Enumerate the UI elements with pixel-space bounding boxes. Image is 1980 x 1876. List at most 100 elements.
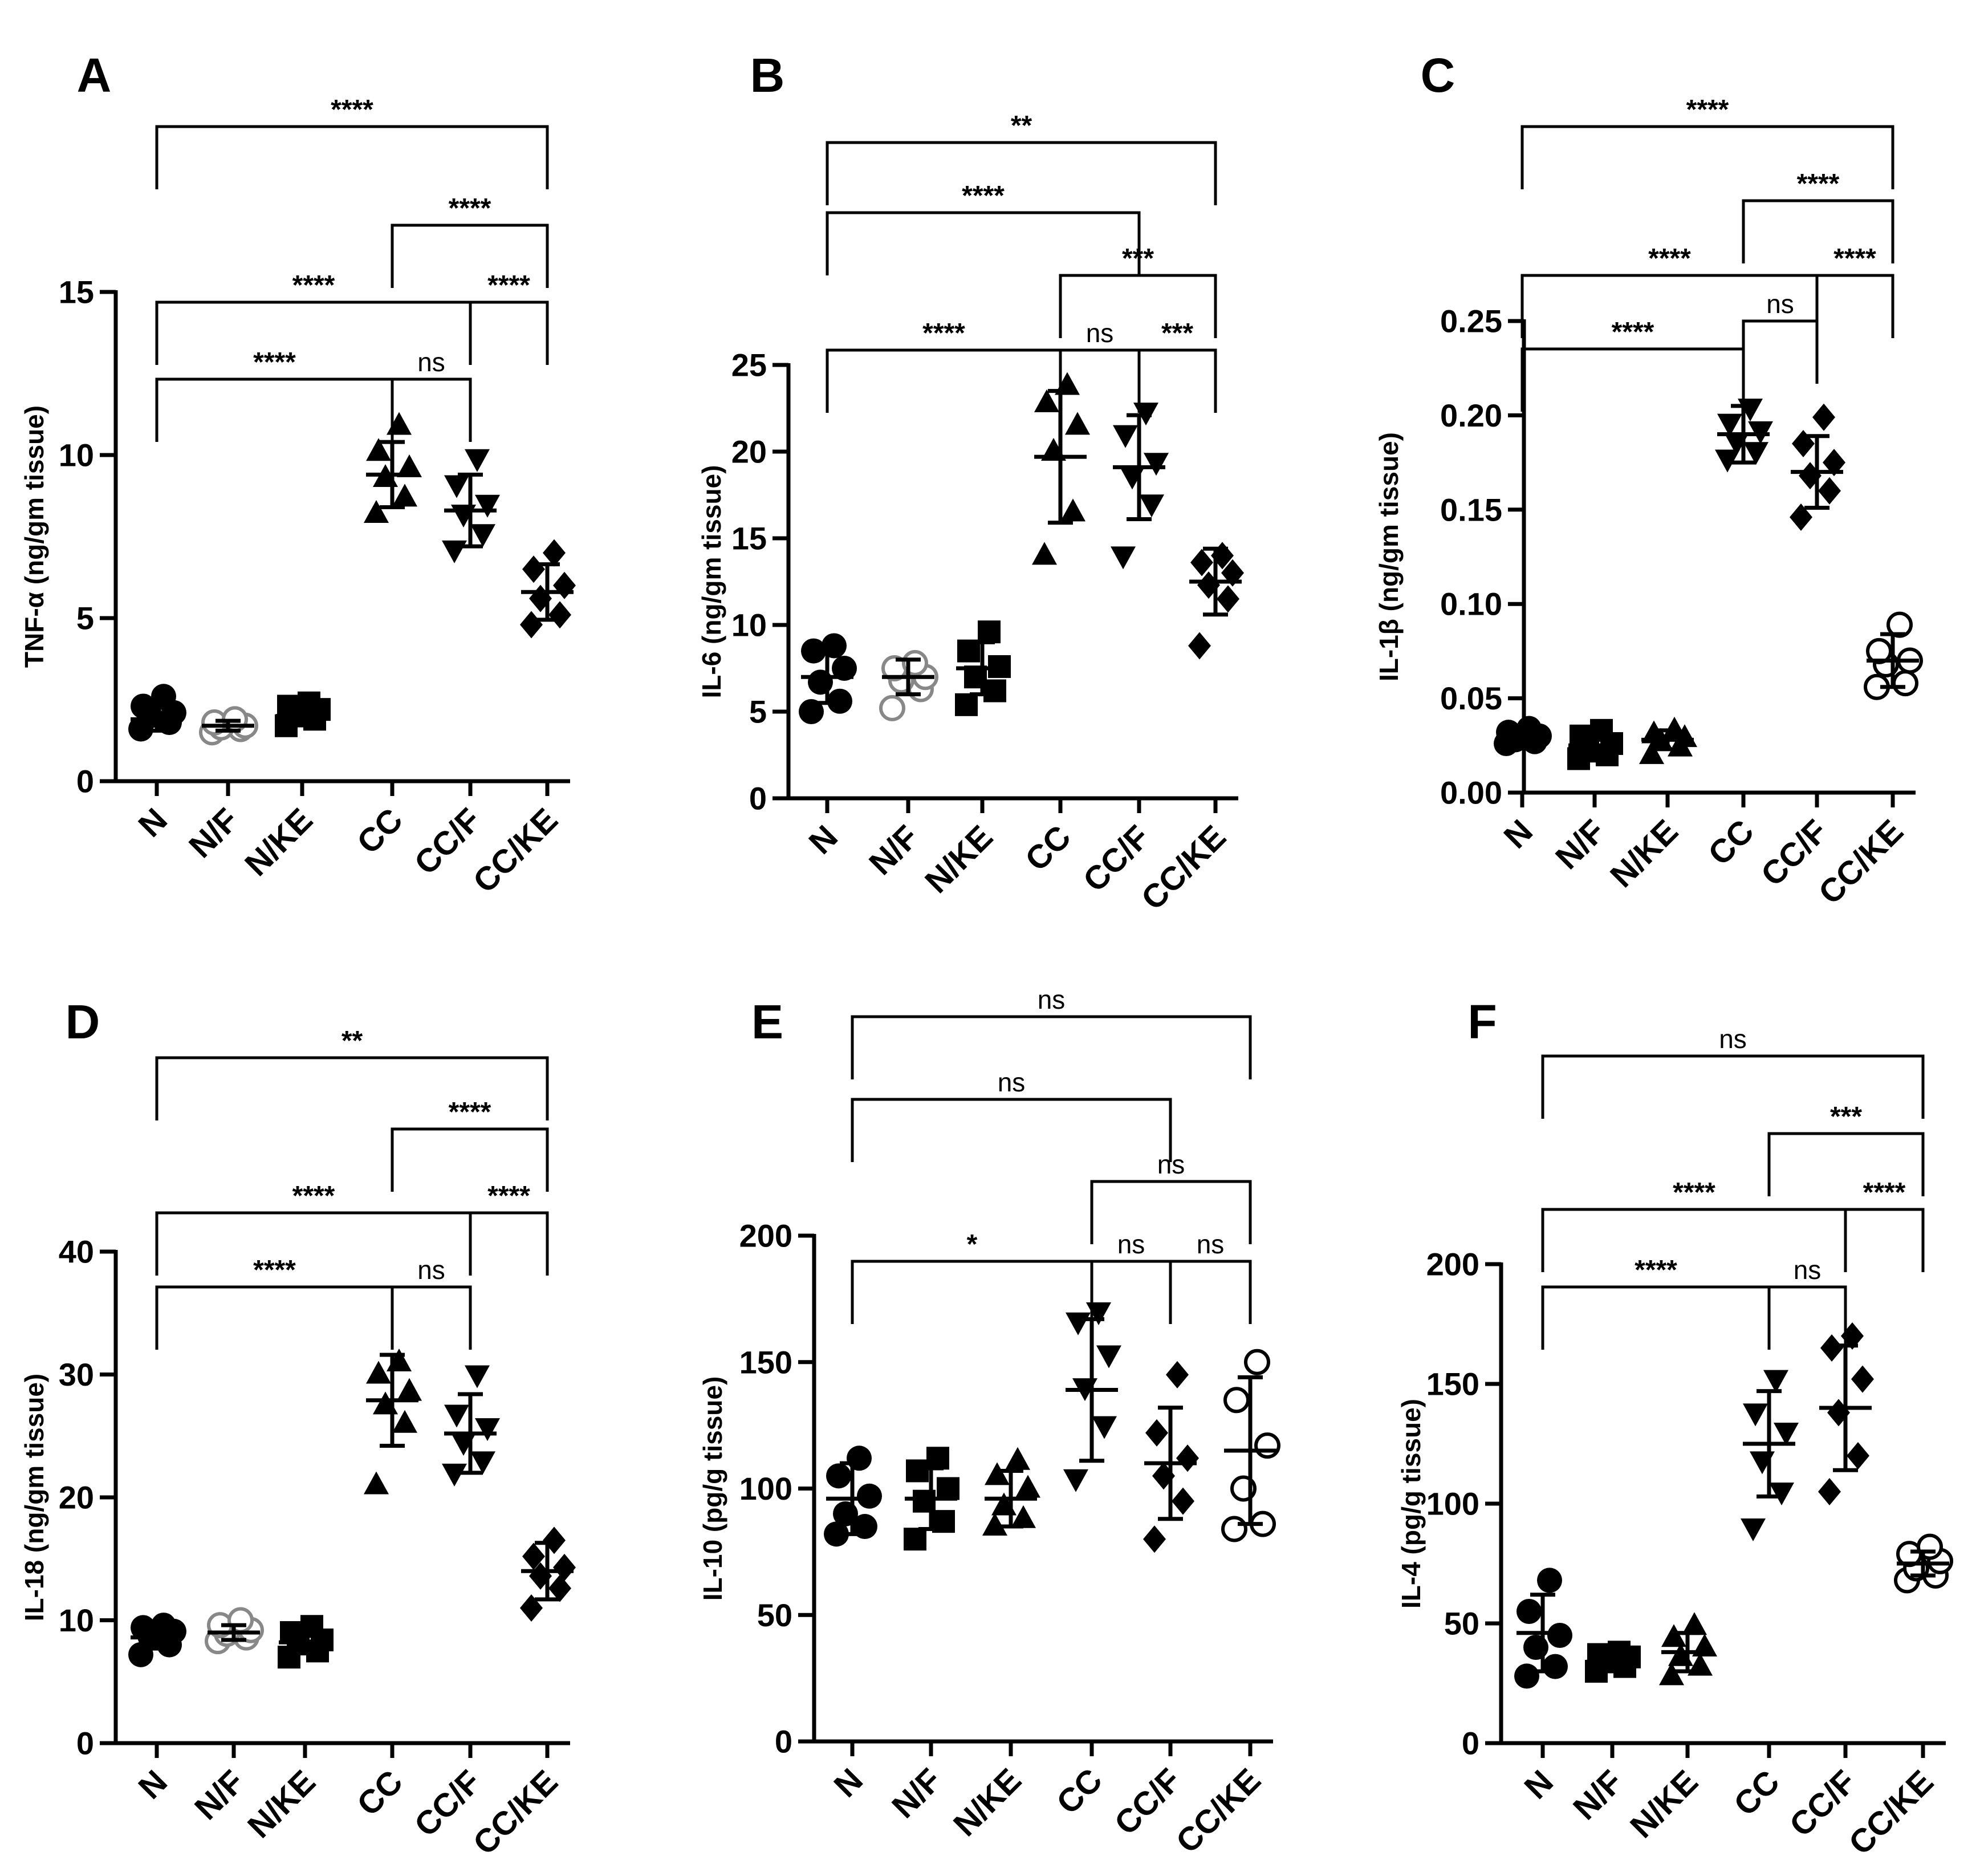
panel-label: D <box>66 995 100 1049</box>
significance-bracket: **** <box>391 1097 549 1192</box>
bracket-line <box>1520 125 1894 189</box>
data-point <box>1096 1345 1121 1369</box>
data-point <box>131 1615 156 1641</box>
data-point <box>1774 1423 1799 1445</box>
data-point <box>444 1404 469 1428</box>
group-n-f <box>1567 718 1623 770</box>
data-point <box>1820 1334 1843 1362</box>
data-point <box>1661 1624 1686 1647</box>
significance-bracket: **** <box>1520 95 1894 189</box>
data-point <box>397 1378 422 1401</box>
data-point <box>955 693 978 716</box>
data-point <box>1537 1568 1562 1593</box>
x-tick-label: N/KE <box>238 801 320 883</box>
data-point <box>978 620 1001 644</box>
y-tick-label: 10 <box>731 607 767 643</box>
panel-f: F 0 50 100 150 200 IL-4 (pg/g tissue) N N/FN/KE C… <box>1396 995 1953 1862</box>
significance-label: **** <box>449 193 491 224</box>
data-point <box>1812 403 1835 431</box>
panel-a: A 0 5 10 15 TNF-α (ng/gm tissue) N N/FN/KE CC CC/… <box>19 48 576 900</box>
data-point <box>1659 1662 1684 1686</box>
significance-label: **** <box>487 1181 530 1211</box>
significance-bracket: **** <box>1815 243 1894 338</box>
significance-label: **** <box>1863 1177 1906 1208</box>
group-cc-f <box>1111 403 1169 570</box>
significance-bracket: ns <box>1090 1150 1252 1244</box>
group-cc-f <box>442 449 500 563</box>
data-point <box>1741 1518 1766 1541</box>
bracket-line <box>851 1015 1252 1079</box>
data-point <box>826 1463 851 1489</box>
data-point <box>548 601 571 629</box>
y-tick-label: 200 <box>739 1218 792 1254</box>
y-tick-label: 25 <box>731 347 767 383</box>
x-tick-label: N/F <box>182 801 246 865</box>
data-point <box>1032 542 1057 565</box>
data-point <box>387 412 412 435</box>
data-point <box>1005 1447 1030 1470</box>
significance-label: **** <box>331 95 373 125</box>
x-tick-label: CC <box>1727 1763 1787 1823</box>
y-tick-label: 0 <box>775 1724 792 1760</box>
bracket-line <box>1137 348 1217 413</box>
significance-label: ns <box>417 1255 445 1285</box>
panel-label: C <box>1421 48 1455 102</box>
significance-bracket: **** <box>469 1181 549 1276</box>
bracket-line <box>469 301 549 365</box>
data-point <box>1818 477 1841 505</box>
significance-label: ns <box>1117 1229 1145 1259</box>
data-point <box>1892 670 1918 697</box>
x-tick-label: N <box>802 818 845 862</box>
x-tick-label: N/KE <box>241 1763 323 1845</box>
group-n <box>824 1445 882 1547</box>
y-tick-label: 0.05 <box>1440 680 1502 716</box>
data-point <box>522 555 545 583</box>
group-cc-ke <box>520 1526 576 1622</box>
significance-label: ns <box>1038 985 1066 1014</box>
group-n-ke <box>955 620 1011 716</box>
data-point <box>926 1447 949 1470</box>
group-cc-ke <box>520 539 576 639</box>
y-axis-label: IL-6 (ng/gm tissue) <box>697 465 726 699</box>
bracket-line <box>1541 1285 1771 1350</box>
y-axis-label: IL-4 (pg/g tissue) <box>1396 1399 1426 1609</box>
data-point <box>442 540 467 563</box>
data-point <box>392 1410 417 1433</box>
data-point <box>470 524 495 547</box>
x-tick-label: N/KE <box>1623 1763 1705 1845</box>
bracket-line <box>469 1211 549 1276</box>
data-point <box>1015 1475 1040 1498</box>
significance-label: ns <box>998 1067 1026 1097</box>
data-point <box>397 454 422 477</box>
data-point <box>1145 1419 1168 1447</box>
data-point <box>906 1459 929 1483</box>
x-tick-label: CC/KE <box>466 801 565 900</box>
group-cc-ke <box>1894 1533 1953 1594</box>
y-tick-label: 0.25 <box>1440 303 1502 339</box>
data-point <box>522 1542 545 1570</box>
panel-b: B 0 5 10 15 20 25 IL-6 (ng/gm tissue) N N/FN/KE CC… <box>697 48 1244 917</box>
significance-bracket: *** <box>1137 318 1217 413</box>
data-point <box>801 638 826 664</box>
significance-label: ns <box>417 347 445 377</box>
significance-bracket: ns <box>391 347 472 442</box>
group-n-ke <box>275 691 331 737</box>
significance-bracket: **** <box>155 347 394 442</box>
x-tick-label: N/F <box>862 818 926 882</box>
group-n-ke <box>1639 716 1697 764</box>
y-tick-label: 5 <box>76 600 94 636</box>
data-point <box>366 1361 391 1384</box>
significance-bracket: **** <box>1520 317 1745 412</box>
group-cc-f <box>442 1365 500 1487</box>
data-point <box>1143 1525 1166 1553</box>
bracket-line <box>155 125 549 189</box>
group-n <box>799 633 857 724</box>
bracket-line <box>1520 347 1745 412</box>
y-tick-label: 100 <box>739 1471 792 1507</box>
data-point <box>1818 1478 1841 1505</box>
data-point <box>1190 549 1213 576</box>
x-tick-label: N/F <box>885 1761 949 1825</box>
y-axis-label: IL-18 (ng/gm tissue) <box>19 1374 49 1621</box>
